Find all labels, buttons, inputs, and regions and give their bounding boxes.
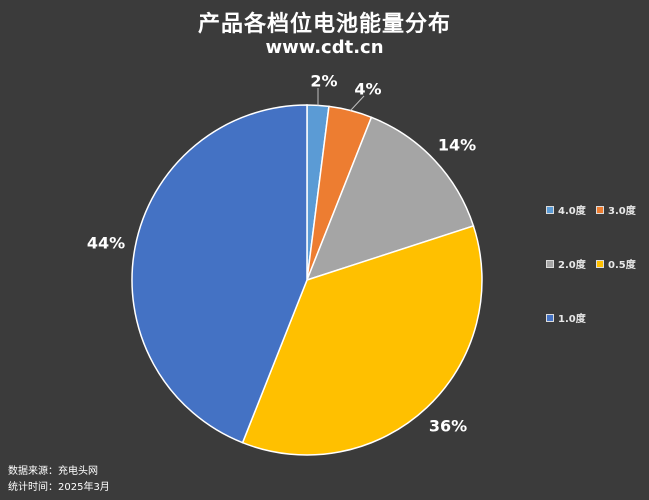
data-label: 2% [310,72,337,91]
legend-swatch-4-0 [546,205,554,214]
legend-swatch-3-0 [596,205,604,214]
pie-slices [131,104,483,456]
pie-slice [131,104,308,444]
legend-item-3-0: 3.0度 [596,202,636,217]
legend-item-2-0: 2.0度 [546,256,586,271]
data-label: 14% [438,136,476,155]
legend-swatch-2-0 [546,259,554,268]
pie-slice [241,224,483,456]
legend-item-4-0: 4.0度 [546,202,586,217]
legend-label-0-5: 0.5度 [608,260,636,271]
legend-label-3-0: 3.0度 [608,206,636,217]
legend-label-1-0: 1.0度 [558,314,586,325]
legend-item-0-5: 0.5度 [596,256,636,271]
stat-time: 统计时间：2025年3月 [8,482,110,493]
legend-swatch-1-0 [546,313,554,322]
chart-title: 产品各档位电池能量分布 [197,12,451,37]
data-labels: 2% 4% 14% 36% 44% [87,72,476,436]
legend-label-2-0: 2.0度 [558,260,586,271]
legend-swatch-0-5 [596,259,604,268]
data-label: 36% [429,417,467,436]
leader-line [350,95,365,111]
legend-label-4-0: 4.0度 [558,206,586,217]
legend-item-1-0: 1.0度 [546,310,586,325]
leader-lines [317,87,365,111]
data-source: 数据来源：充电头网 [8,466,98,477]
data-label: 4% [354,80,381,99]
chart-subtitle: www.cdt.cn [265,37,384,58]
data-label: 44% [87,234,125,253]
